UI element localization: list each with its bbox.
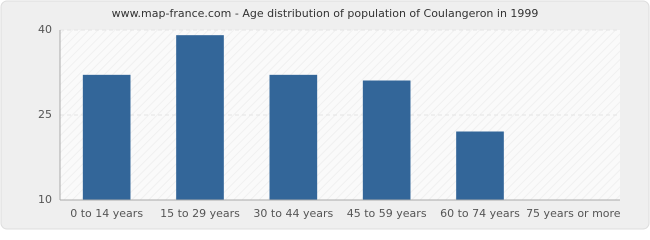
- x-tick-label: 75 years or more: [526, 207, 621, 220]
- chart-title: www.map-france.com - Age distribution of…: [112, 7, 539, 20]
- chart: www.map-france.com - Age distribution of…: [0, 0, 650, 230]
- y-tick-label: 40: [38, 23, 52, 36]
- x-tick-label: 30 to 44 years: [253, 207, 333, 220]
- bar: [456, 131, 504, 201]
- bar: [176, 35, 224, 201]
- x-tick-label: 0 to 14 years: [70, 207, 143, 220]
- x-tick-label: 45 to 59 years: [347, 207, 427, 220]
- y-tick-label: 25: [38, 108, 52, 121]
- x-tick-label: 60 to 74 years: [440, 207, 520, 220]
- bar: [269, 74, 318, 201]
- bar: [82, 74, 131, 201]
- bar: [362, 80, 411, 201]
- y-tick-label: 10: [38, 193, 52, 206]
- x-tick-label: 15 to 29 years: [160, 207, 240, 220]
